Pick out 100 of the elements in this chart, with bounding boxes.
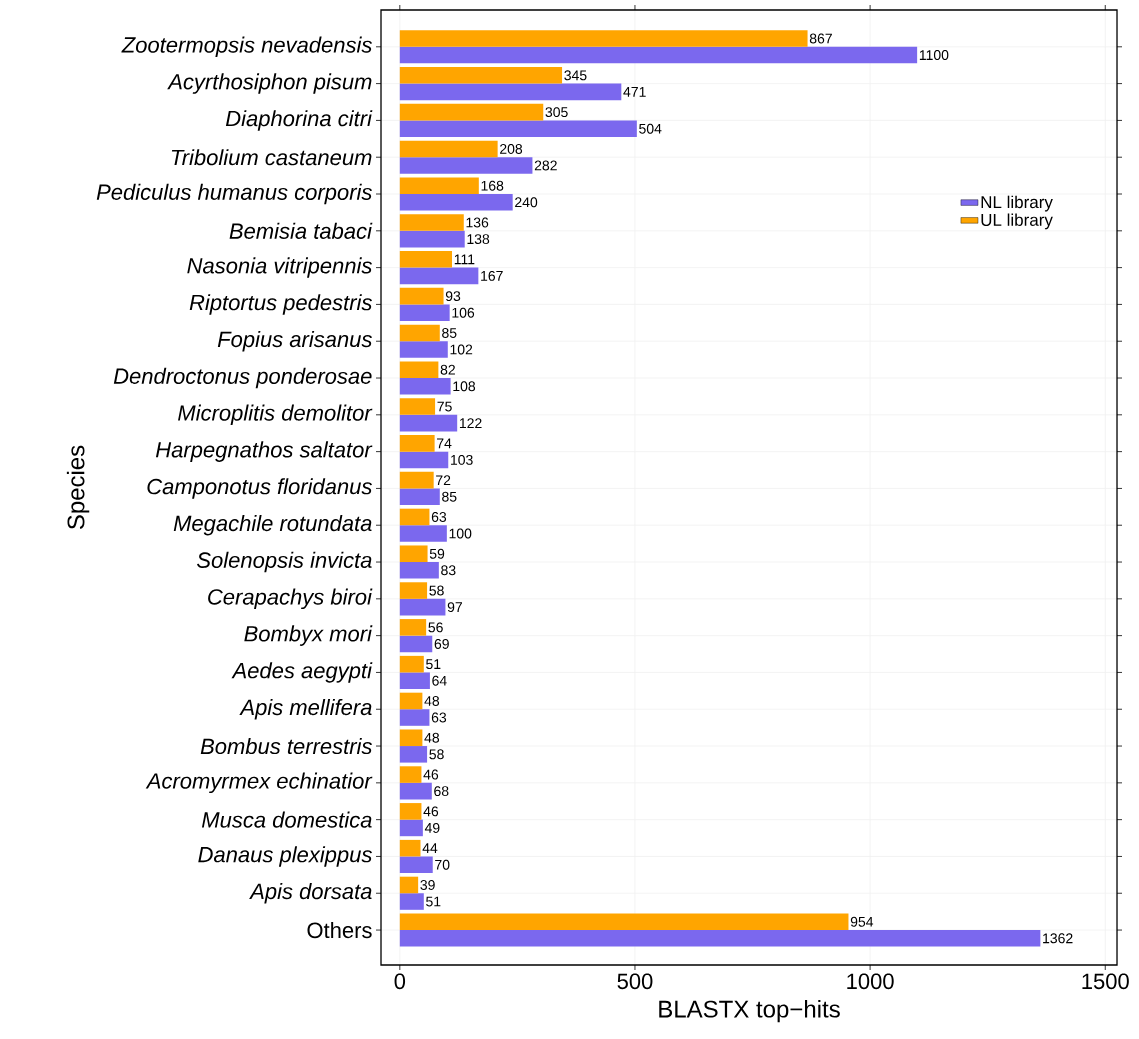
data-label: 305: [545, 107, 568, 118]
y-axis-title: Species: [66, 445, 90, 530]
bar: [399, 267, 479, 285]
bar: [399, 177, 479, 195]
bar: [399, 856, 433, 874]
bar: [399, 766, 422, 783]
bar: [399, 782, 432, 800]
data-label: 75: [437, 401, 452, 412]
data-label: 49: [424, 822, 440, 833]
bar: [399, 361, 439, 379]
bar: [399, 341, 448, 358]
data-label: 106: [452, 307, 475, 318]
data-label: 504: [639, 123, 662, 134]
data-label: 111: [454, 254, 475, 265]
y-tick-label: Aedes aegypti: [231, 662, 373, 683]
data-label: 108: [453, 381, 476, 392]
y-tick-label: Pediculus humanus corporis: [96, 183, 372, 205]
y-tick-label: Solenopsis invicta: [197, 551, 372, 573]
data-label: 46: [423, 806, 439, 817]
y-tick-label: Harpegnathos saltator: [155, 441, 373, 462]
legend-label: UL library: [981, 213, 1053, 230]
x-axis-title: BLASTX top−hits: [659, 999, 840, 1023]
data-label: 97: [447, 602, 463, 613]
y-tick-label: Bombus terrestris: [200, 737, 372, 755]
bar: [399, 746, 428, 763]
y-tick-label: Bombyx mori: [244, 625, 373, 646]
data-label: 867: [809, 33, 832, 44]
x-tick-label: 1500: [1082, 973, 1129, 990]
x-tick-label: 500: [617, 973, 653, 990]
bar: [399, 140, 498, 158]
data-label: 44: [422, 843, 438, 853]
y-tick-label: Others: [307, 921, 372, 939]
y-tick-label: Acyrthosiphon pisum: [167, 73, 372, 94]
y-tick-label: Bemisia tabaci: [229, 222, 373, 239]
data-label: 68: [434, 786, 449, 797]
bar: [399, 655, 424, 673]
bar: [399, 83, 622, 101]
data-label: 1362: [1043, 933, 1073, 944]
data-label: 93: [445, 291, 461, 302]
bar: [399, 525, 447, 542]
bar: [399, 324, 440, 342]
bar: [399, 803, 422, 820]
bar: [399, 378, 451, 395]
bar: [399, 214, 464, 231]
bar: [399, 287, 444, 305]
bar: [399, 304, 450, 321]
bar: [399, 471, 434, 489]
data-label: 208: [500, 143, 523, 154]
bar: [399, 876, 419, 894]
data-label: 46: [423, 769, 439, 780]
x-tick-label: 1000: [847, 973, 894, 990]
data-label: 85: [442, 491, 457, 502]
bar: [399, 30, 808, 47]
y-tick-label: Tribolium castaneum: [171, 149, 372, 166]
data-label: 102: [450, 344, 473, 355]
data-label: 136: [466, 217, 489, 228]
data-label: 82: [440, 364, 455, 375]
bar: [399, 819, 423, 837]
bar: [399, 488, 440, 505]
data-label: 48: [424, 732, 440, 743]
bar: [399, 46, 918, 64]
data-label: 85: [442, 327, 457, 338]
data-label: 51: [426, 659, 441, 670]
bar: [399, 672, 430, 689]
data-label: 70: [435, 859, 450, 870]
bar: [399, 103, 544, 121]
data-label: 48: [424, 695, 440, 706]
bar: [399, 709, 430, 726]
data-label: 167: [481, 270, 503, 281]
y-tick-label: Fopius arisanus: [217, 330, 372, 352]
data-label: 69: [434, 638, 449, 649]
y-tick-label: Megachile rotundata: [173, 514, 372, 536]
y-tick-label: Acromyrmex echinatior: [145, 772, 373, 794]
bar: [399, 635, 433, 653]
y-tick-label: Dendroctonus ponderosae: [113, 367, 372, 389]
bar: [399, 67, 563, 84]
y-tick-label: Danaus plexippus: [198, 846, 372, 867]
y-tick-label: Zootermopsis nevadensis: [121, 36, 372, 58]
bar: [399, 692, 423, 710]
bar: [399, 913, 849, 931]
data-label: 63: [431, 511, 447, 522]
data-label: 58: [429, 749, 444, 760]
data-label: 64: [432, 675, 447, 686]
bar: [399, 120, 637, 137]
y-tick-label: Nasonia vitripennis: [187, 257, 372, 278]
y-tick-label: Apis mellifera: [239, 698, 372, 720]
data-label: 345: [564, 70, 587, 81]
bar: [399, 729, 423, 747]
bar: [399, 398, 436, 415]
bar: [399, 230, 465, 248]
bar: [399, 839, 421, 857]
data-label: 954: [850, 916, 874, 927]
data-label: 74: [437, 438, 452, 449]
data-label: 72: [436, 475, 451, 486]
y-tick-label: Diaphorina citri: [225, 110, 373, 131]
data-label: 51: [426, 896, 441, 907]
bar: [399, 619, 427, 636]
bar: [399, 157, 533, 174]
bar: [399, 598, 446, 616]
bar: [399, 582, 428, 599]
